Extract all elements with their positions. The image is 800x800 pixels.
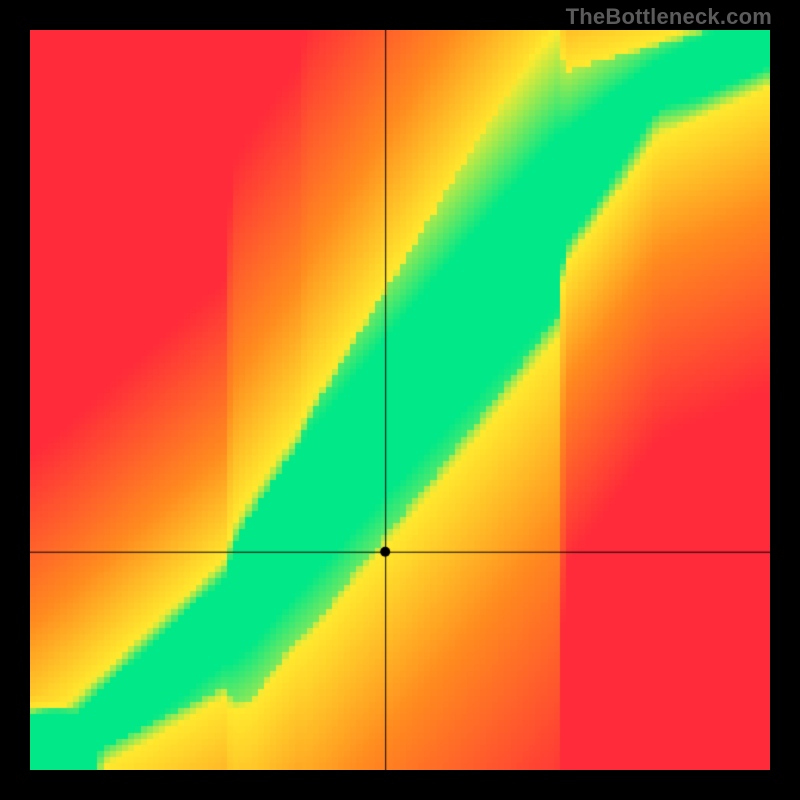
plot-area bbox=[30, 30, 770, 770]
chart-frame: TheBottleneck.com bbox=[0, 0, 800, 800]
watermark-text: TheBottleneck.com bbox=[566, 4, 772, 30]
bottleneck-heatmap bbox=[30, 30, 770, 770]
